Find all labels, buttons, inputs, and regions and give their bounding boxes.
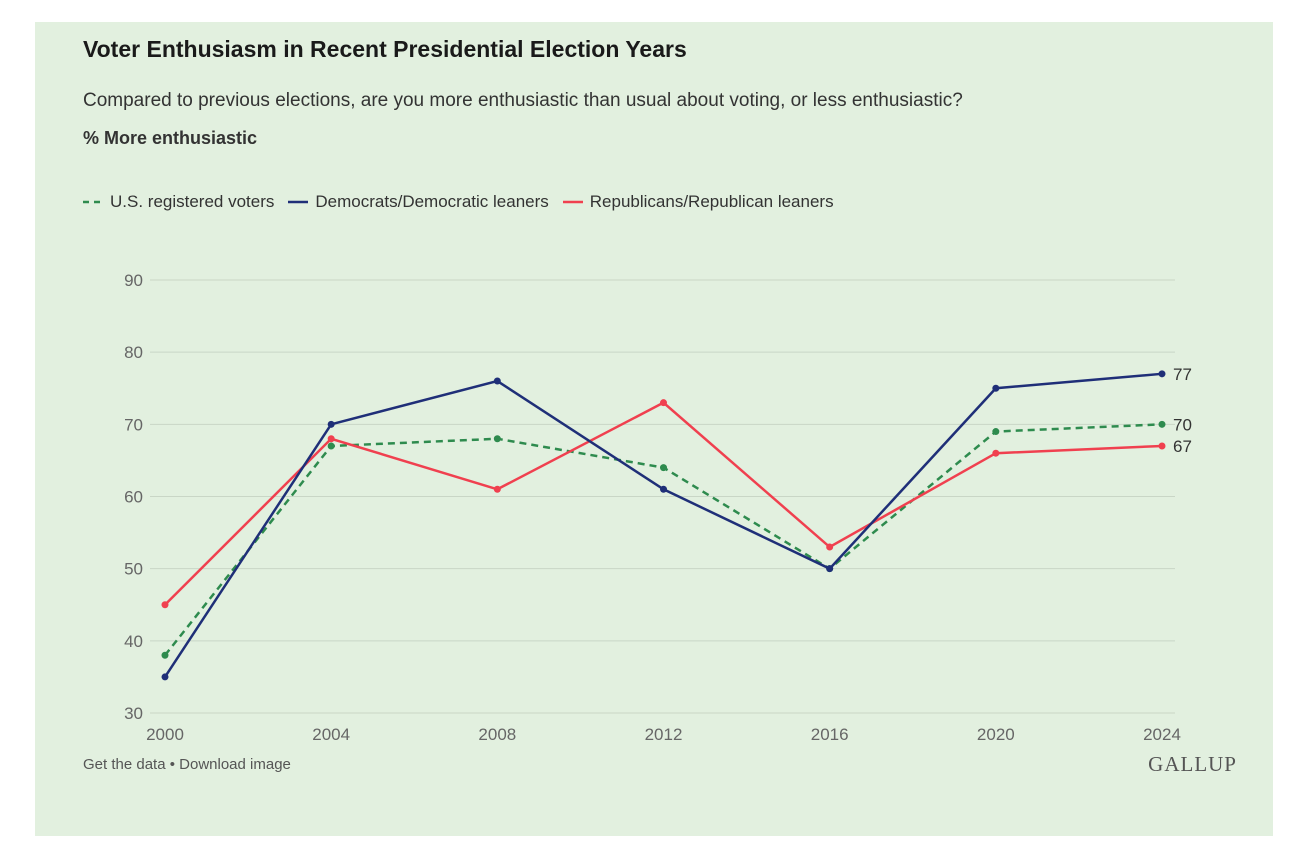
legend-swatch [288, 200, 309, 204]
legend: U.S. registered voters Democrats/Democrat… [83, 192, 834, 212]
data-point [161, 601, 169, 609]
legend-swatch [83, 200, 103, 204]
data-point [992, 449, 1000, 457]
data-point [493, 377, 501, 385]
series-line-2 [164, 401, 1163, 606]
y-tick-label: 70 [124, 415, 143, 434]
y-tick-label: 80 [124, 343, 143, 362]
chart-measure: % More enthusiastic [83, 128, 258, 148]
x-tick-label: 2008 [478, 725, 516, 744]
data-point [826, 543, 834, 551]
legend-label: U.S. registered voters [110, 192, 275, 211]
end-label: 77 [1173, 365, 1192, 384]
data-point [327, 442, 335, 450]
series-line-0 [164, 423, 1163, 657]
end-label: 70 [1173, 415, 1192, 434]
data-point [992, 384, 1000, 392]
data-point [992, 428, 1000, 436]
legend-label: Democrats/Democratic leaners [315, 192, 549, 211]
data-point [327, 420, 335, 428]
end-label: 67 [1173, 437, 1192, 456]
legend-item: U.S. registered voters [83, 192, 274, 212]
y-tick-label: 30 [124, 704, 143, 723]
legend-item: Democrats/Democratic leaners [288, 192, 549, 212]
y-tick-label: 60 [124, 488, 143, 507]
data-point [161, 651, 169, 659]
chart-title: Voter Enthusiasm in Recent Presidential … [83, 36, 687, 62]
footer-separator: • [165, 756, 180, 773]
legend-label: Republicans/Republican leaners [589, 192, 834, 211]
data-point [660, 485, 667, 493]
data-point [660, 464, 667, 472]
chart-subtitle: Compared to previous elections, are you … [83, 90, 963, 111]
data-point [161, 673, 169, 681]
legend-item: Republicans/Republican leaners [562, 192, 834, 212]
data-point [493, 485, 501, 493]
x-tick-label: 2020 [977, 725, 1015, 744]
y-tick-label: 50 [124, 560, 143, 579]
legend-swatch [562, 200, 583, 204]
download-image-link[interactable]: Download image [179, 756, 291, 773]
x-tick-label: 2024 [1143, 725, 1181, 744]
y-tick-label: 90 [124, 271, 143, 290]
data-point [1158, 370, 1166, 378]
data-point [826, 565, 834, 573]
data-point [327, 435, 335, 443]
data-point [1158, 420, 1166, 428]
footer: Get the data • Download image [83, 756, 291, 773]
x-tick-label: 2016 [811, 725, 849, 744]
get-data-link[interactable]: Get the data [83, 756, 166, 773]
x-tick-label: 2004 [312, 725, 350, 744]
data-point [1158, 442, 1166, 450]
data-point [493, 435, 501, 443]
data-point [660, 399, 667, 407]
y-tick-label: 40 [124, 632, 143, 651]
gallup-logo: GALLUP [1148, 752, 1237, 776]
x-tick-label: 2000 [146, 725, 184, 744]
x-tick-label: 2012 [645, 725, 683, 744]
series-line-1 [163, 372, 1163, 678]
